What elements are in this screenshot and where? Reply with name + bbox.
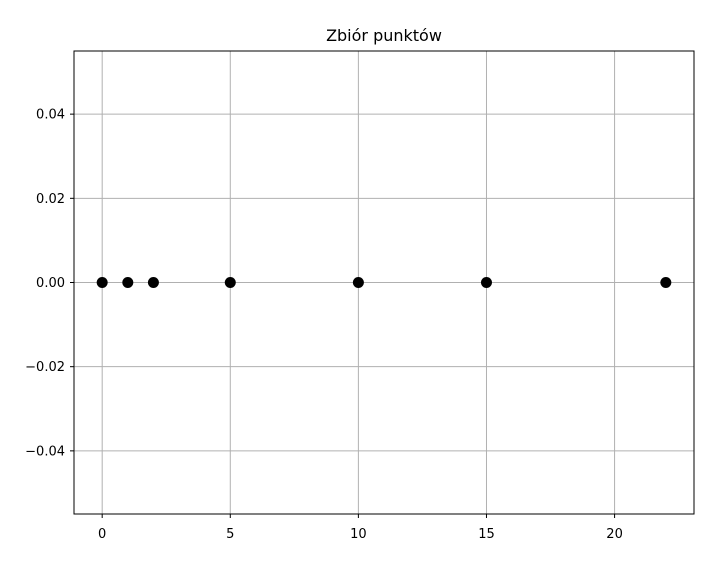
x-tick-label: 20 (606, 527, 623, 542)
y-tick-label: 0.04 (36, 108, 65, 123)
axis-ticks: 0 5 10 15 20 −0.04 −0.02 0.00 0.02 0.04 (25, 108, 623, 542)
chart-title: Zbiór punktów (326, 26, 442, 45)
y-tick-label: −0.02 (25, 360, 65, 375)
data-point (224, 277, 236, 288)
x-tick-label: 5 (226, 527, 234, 542)
x-tick-label: 0 (98, 527, 106, 542)
data-point (480, 277, 492, 288)
data-points (96, 277, 672, 288)
data-point (96, 277, 108, 288)
data-point (660, 277, 672, 288)
data-point (147, 277, 159, 288)
y-tick-label: 0.02 (36, 192, 65, 207)
y-tick-label: −0.04 (25, 444, 65, 459)
data-point (352, 277, 364, 288)
data-point (122, 277, 134, 288)
x-tick-label: 15 (478, 527, 495, 542)
grid-lines (74, 51, 694, 514)
x-tick-label: 10 (350, 527, 367, 542)
y-tick-label: 0.00 (36, 276, 65, 291)
